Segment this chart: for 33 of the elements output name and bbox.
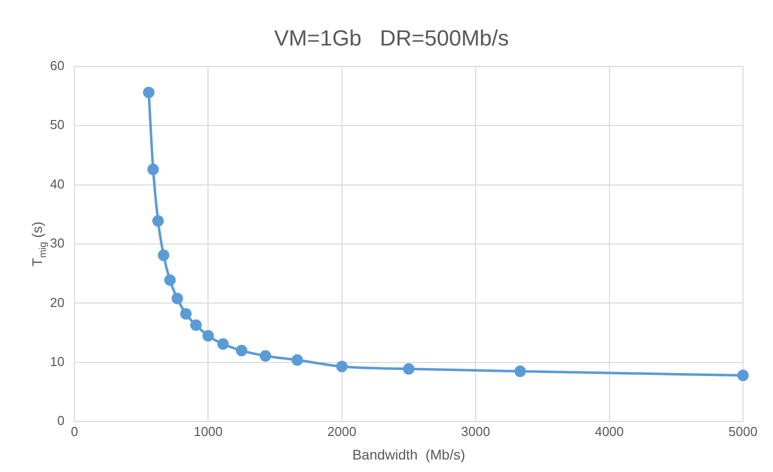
y-tick-label: 50	[50, 117, 64, 132]
point	[190, 319, 202, 331]
y-tick-label: 10	[50, 354, 64, 369]
point	[164, 274, 176, 286]
point	[514, 366, 526, 378]
point	[217, 338, 229, 350]
point	[172, 292, 184, 304]
point	[202, 330, 214, 342]
y-tick-label: 60	[50, 58, 64, 73]
y-axis-title: Tmig (s)	[29, 222, 49, 266]
y-tick-label: 40	[50, 176, 64, 192]
x-tick-label: 5000	[728, 424, 758, 439]
y-tick-label: 20	[50, 294, 64, 310]
y-tick-label: 0	[57, 413, 64, 428]
point	[143, 86, 154, 98]
point	[158, 250, 170, 261]
x-axis-title: Bandwidth (Mb/s)	[352, 446, 466, 462]
x-tick-label: 4000	[594, 424, 624, 439]
point	[152, 215, 164, 227]
point	[737, 370, 749, 382]
y-tick-label: 30	[50, 236, 64, 251]
point	[260, 350, 272, 362]
point	[402, 363, 414, 375]
point	[336, 360, 348, 372]
x-tick-label: 1000	[194, 424, 223, 439]
x-tick-label: 3000	[461, 424, 490, 439]
point	[147, 164, 159, 176]
point	[180, 308, 192, 320]
point	[292, 354, 304, 366]
chart-title: VM=1Gb DR=500Mb/s	[274, 25, 509, 50]
x-tick-label: 2000	[327, 424, 356, 439]
x-tick-label: 0	[70, 424, 78, 439]
point	[236, 344, 248, 356]
